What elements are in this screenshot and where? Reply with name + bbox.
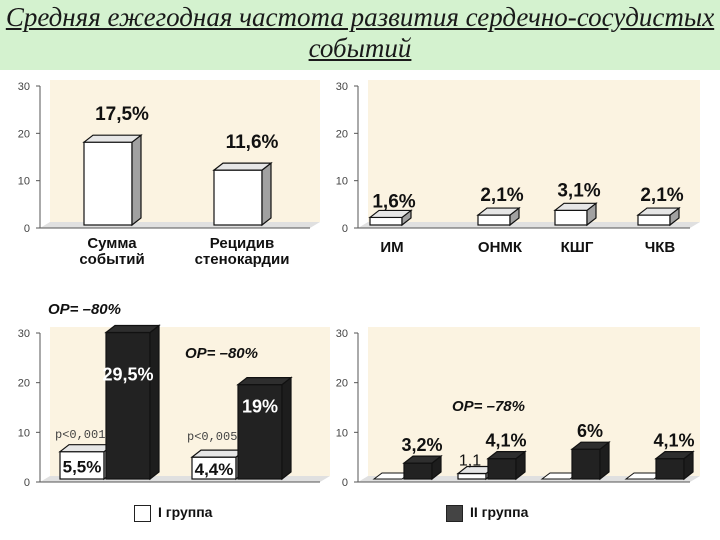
bottom-left-bar-g2-1 [236, 376, 293, 481]
top-right-category-label-3: ЧКВ [645, 239, 676, 256]
bottom-right-bar-g2-3 [654, 450, 695, 481]
bottom-right-bar-g2-0-top [402, 455, 443, 464]
bottom-left-data-label-g2-0: 29,5% [102, 364, 153, 384]
top-right-data-label-1: 2,1% [480, 185, 523, 206]
bottom-left-bar-g2-0 [104, 324, 161, 481]
bottom-left-ytick-label: 10 [18, 427, 30, 439]
bottom-right-data-label-g1-1: 1,1 [459, 453, 481, 470]
bottom-right-bar-g2-2-front [571, 448, 601, 480]
bottom-left-ytick-label: 0 [24, 477, 30, 489]
top-right-bar-2-front [554, 209, 588, 226]
bottom-right-data-label-g2-2: 6% [577, 421, 603, 441]
top-right-ytick-label: 10 [336, 176, 348, 188]
bottom-right-bar-g2-0 [402, 454, 443, 481]
top-left-category-label-1: Рецидив стенокардии [195, 235, 290, 268]
bottom-left-bar-g1-0-top [58, 444, 115, 453]
bottom-left-data-label-g1-0: 5,5% [63, 457, 102, 476]
title-bar [0, 0, 720, 70]
top-right-bar-0-front [369, 216, 403, 226]
legend-group2-swatch [446, 505, 463, 522]
top-left-category-label-0: Сумма событий [79, 235, 144, 268]
top-right-bar-0 [368, 209, 413, 227]
bottom-left-data-label-g1-1: 4,4% [195, 460, 234, 479]
top-right-ytick-label: 0 [342, 223, 348, 235]
bottom-left-bar-g2-1-side [281, 376, 292, 481]
bottom-right-ytick-label: 10 [336, 427, 348, 439]
rr-annotation-top: ОР= –80% [48, 301, 121, 318]
top-right-floor [358, 222, 700, 228]
top-left-floor [40, 222, 320, 228]
bottom-left-bar-g1-1-top [190, 449, 247, 458]
legend-group1-label: I группа [158, 504, 213, 520]
top-left-ytick-label: 10 [18, 176, 30, 188]
top-left-bar-1 [212, 161, 273, 227]
bottom-left-data-label-g2-1: 19% [242, 397, 278, 417]
top-right-bar-1-front [477, 214, 511, 226]
bottom-left-bar-g2-0-front [105, 331, 151, 480]
top-left-ytick-label: 30 [18, 81, 30, 93]
bottom-right-bar-g2-0-front [403, 462, 433, 480]
bottom-left-ytick-label: 20 [18, 378, 30, 390]
bottom-right-floor [358, 476, 700, 482]
bottom-right-data-label-g2-0: 3,2% [401, 435, 442, 455]
bottom-right-ytick-label: 20 [336, 378, 348, 390]
top-right-data-label-3: 2,1% [640, 185, 683, 206]
bottom-right-ytick-label: 0 [342, 477, 348, 489]
bottom-left-bar-g1-0-front [59, 451, 105, 480]
bottom-left-bar-g2-1-front [237, 384, 283, 480]
bottom-right-data-label-g2-3: 4,1% [653, 431, 694, 451]
top-right-bar-0-top [368, 209, 413, 219]
top-right-bar-1-top [476, 207, 521, 216]
top-right-bar-3-front [637, 214, 671, 226]
top-left-bar-0 [82, 133, 143, 227]
top-right-plot-area [368, 80, 700, 222]
top-left-bar-0-front [83, 141, 133, 226]
top-right-bar-3-top [636, 207, 681, 216]
bottom-left-bar-g2-0-side [149, 324, 160, 481]
top-right-category-label-1: ОНМК [478, 239, 523, 256]
top-left-bar-1-top [212, 162, 273, 171]
p-value-2: p<0,005 [187, 430, 238, 444]
top-right-data-label-0: 1,6% [372, 191, 415, 212]
rr-annotation-right: ОР= –78% [452, 398, 525, 415]
top-left-ytick-label: 0 [24, 223, 30, 235]
bottom-right-bar-g2-1 [486, 450, 527, 481]
legend-group1-swatch [134, 505, 151, 522]
page-title: Средняя ежегодная частота развития серде… [5, 2, 715, 63]
bottom-right-data-label-g2-1: 4,1% [485, 431, 526, 451]
bottom-right-bar-g2-3-top [654, 451, 695, 460]
bottom-right-plot-area [368, 327, 700, 476]
top-right-category-label-0: ИМ [380, 239, 403, 256]
top-left-data-label-0: 17,5% [95, 104, 149, 125]
top-right-data-label-2: 3,1% [557, 180, 600, 201]
bottom-right-bar-g2-1-top [486, 451, 527, 460]
top-right-bar-1 [476, 206, 521, 227]
top-left-data-label-1: 11,6% [226, 132, 279, 153]
top-left-ytick-label: 20 [18, 128, 30, 140]
top-right-bar-2 [553, 202, 598, 227]
top-right-bar-2-top [553, 202, 598, 211]
legend-group2-label: II группа [470, 504, 529, 520]
top-right-category-label-2: КШГ [561, 239, 594, 256]
bottom-left-ytick-label: 30 [18, 328, 30, 340]
bottom-right-bar-g2-1-front [487, 458, 517, 480]
top-left-bar-1-side [261, 161, 272, 227]
top-left-bar-0-side [131, 133, 142, 227]
bottom-right-bar-g2-3-front [655, 458, 685, 480]
top-left-bar-1-front [213, 169, 263, 226]
bottom-right-ytick-label: 30 [336, 328, 348, 340]
bottom-right-bar-g2-2 [570, 440, 611, 481]
p-value-1: p<0,001 [55, 428, 106, 442]
top-right-ytick-label: 20 [336, 128, 348, 140]
rr-annotation-mid: ОР= –80% [185, 345, 258, 362]
bottom-right-bar-g2-2-top [570, 441, 611, 450]
top-right-ytick-label: 30 [336, 81, 348, 93]
top-right-bar-3 [636, 206, 681, 227]
bottom-left-bar-g2-0-top [104, 324, 161, 334]
bottom-left-bar-g2-1-top [236, 377, 293, 386]
bottom-right-bar-g1-1-front [457, 472, 487, 480]
top-left-bar-0-top [82, 134, 143, 143]
